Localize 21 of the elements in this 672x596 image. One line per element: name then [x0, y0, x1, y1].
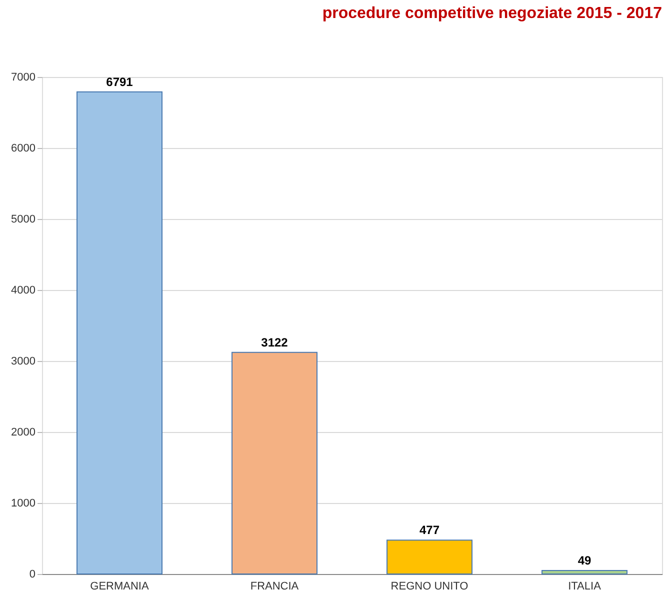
y-tick-label: 3000	[11, 356, 36, 368]
y-tick-label: 2000	[11, 426, 36, 438]
bar	[386, 540, 472, 574]
y-tick-label: 0	[29, 568, 36, 580]
x-tick-label: FRANCIA	[250, 580, 300, 592]
bar	[76, 91, 162, 574]
y-tick-label: 7000	[11, 72, 36, 84]
bar	[542, 570, 628, 574]
x-tick-label: GERMANIA	[90, 580, 150, 592]
y-tick-label: 1000	[11, 498, 36, 510]
y-tick-label: 6000	[11, 142, 36, 154]
y-tick-label: 5000	[11, 214, 36, 226]
x-tick-label: REGNO UNITO	[390, 580, 469, 592]
x-tick-label: ITALIA	[568, 580, 602, 592]
data-label: 49	[578, 554, 592, 568]
chart-title: procedure competitive negoziate 2015 - 2017	[322, 5, 662, 22]
data-label: 3122	[261, 335, 288, 350]
y-tick-label: 4000	[11, 284, 36, 296]
data-label: 6791	[106, 74, 134, 89]
data-label: 477	[419, 523, 440, 538]
bar	[232, 352, 318, 574]
